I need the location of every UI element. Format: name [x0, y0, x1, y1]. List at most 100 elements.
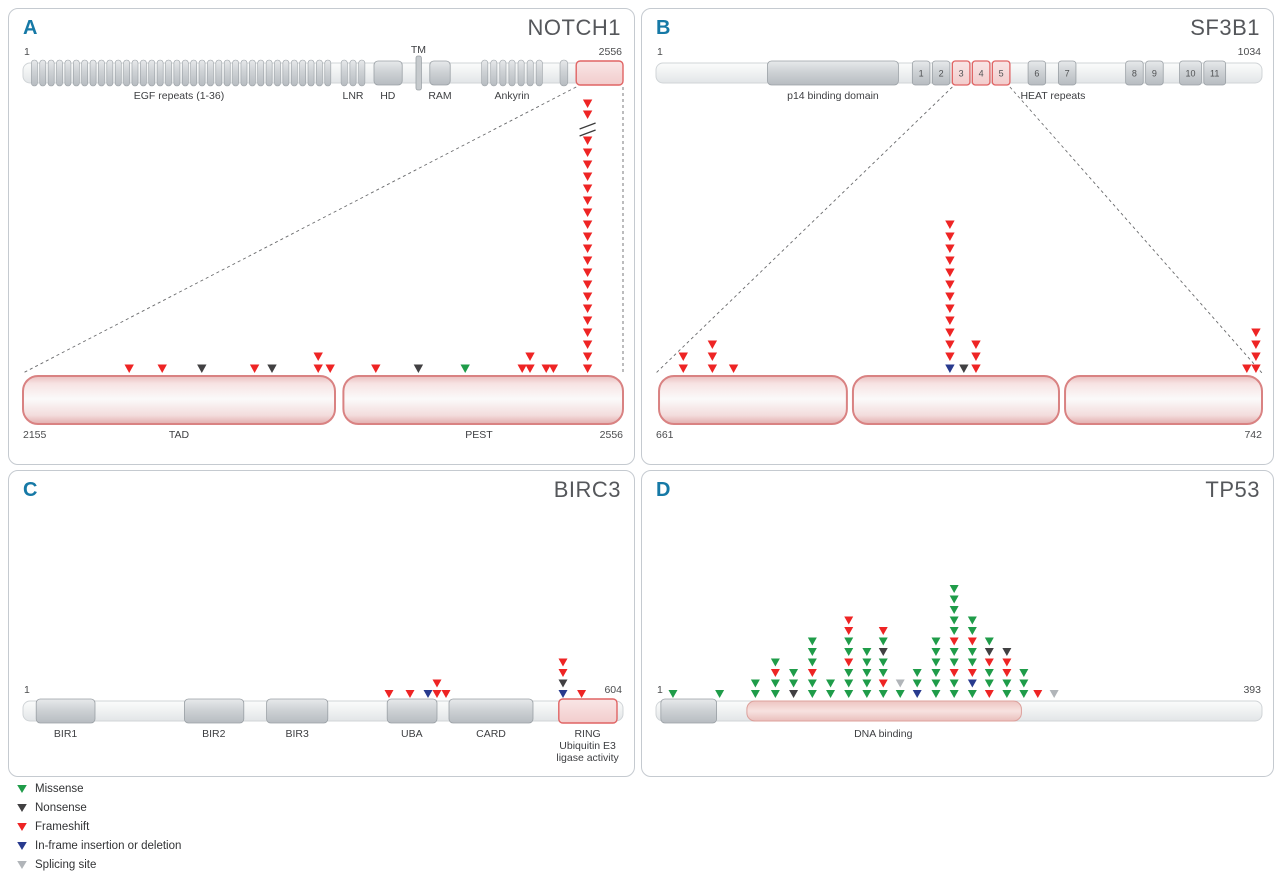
panel-letter-a: A	[23, 17, 38, 39]
heat-repeat-box	[1179, 60, 1202, 86]
notch1-diagram: 1 2556 EGF repeats (1-36) LNR HD TM RAM Ankyrin…	[22, 44, 624, 441]
legend-label: Missense	[35, 782, 84, 795]
repeat-pill	[282, 59, 290, 87]
mutation-marker	[984, 637, 994, 646]
mutation-marker	[582, 328, 593, 337]
mutation-marker	[844, 658, 854, 667]
mutation-marker	[878, 679, 888, 688]
start-coordinate: 1	[657, 46, 663, 58]
mutation-marker	[384, 690, 394, 698]
domain-label: EGF repeats (1-36)	[134, 90, 224, 102]
mutation-marker	[582, 160, 593, 169]
mutation-marker	[949, 669, 959, 677]
mutation-marker	[157, 364, 167, 373]
legend-label: In-frame insertion or deletion	[35, 839, 182, 852]
mutation-marker	[912, 679, 922, 688]
domain-label: TM	[411, 44, 426, 56]
repeat-pill	[173, 59, 181, 87]
mutation-marker	[971, 352, 981, 361]
mutation-marker	[895, 679, 905, 688]
repeat-pill	[207, 59, 214, 87]
mutation-marker	[862, 679, 872, 688]
repeat-pill	[349, 59, 357, 87]
mutation-marker	[945, 328, 955, 337]
repeat-pill	[165, 59, 172, 87]
zoom-region-box	[658, 375, 848, 425]
panel-notch1: 1 2556 EGF repeats (1-36) LNR HD TM RAM Ankyrin…	[8, 8, 635, 465]
zoom-start-coordinate: 2155	[23, 429, 47, 441]
mutation-marker	[949, 637, 959, 646]
mutation-marker	[582, 268, 593, 277]
tm-domain-bar	[415, 55, 422, 91]
domain-label: UBA	[401, 728, 423, 740]
mutation-marker	[971, 364, 981, 373]
mutation-marker	[770, 679, 780, 688]
repeat-pill	[98, 59, 105, 87]
heat-repeat-box	[1057, 60, 1077, 86]
mutation-marker	[1002, 679, 1012, 688]
end-coordinate: 393	[1243, 684, 1261, 696]
repeat-pill	[89, 59, 97, 87]
mutation-marker	[844, 669, 854, 677]
mutation-marker	[945, 364, 955, 373]
mutation-marker	[949, 648, 959, 656]
repeat-pill	[223, 59, 231, 87]
mutation-marker	[862, 658, 872, 667]
heat-repeat-number: 1	[919, 69, 924, 79]
zoom-region-box	[22, 375, 336, 425]
domain-box	[767, 60, 899, 86]
mutation-marker	[525, 352, 535, 361]
repeat-pill	[72, 59, 80, 87]
mutation-marker	[582, 364, 593, 373]
legend-label: Splicing site	[35, 858, 97, 871]
mutation-marker	[984, 690, 994, 698]
mutation-marker	[949, 616, 959, 625]
mutation-marker	[423, 690, 433, 698]
mutation-marker	[945, 340, 955, 349]
mutation-marker	[678, 352, 688, 361]
mutation-marker	[558, 669, 568, 677]
domain-label: LNR	[342, 90, 363, 102]
mutation-marker	[807, 690, 817, 698]
heat-repeat-number: 10	[1185, 69, 1195, 79]
domain-label: p14 binding domain	[787, 90, 879, 102]
mutation-marker	[971, 340, 981, 349]
mutation-marker	[707, 340, 718, 349]
mutation-marker	[912, 669, 922, 677]
mutation-marker	[984, 679, 994, 688]
repeat-pill	[64, 59, 72, 87]
panel-letter-d: D	[656, 479, 671, 501]
repeat-pill	[490, 59, 498, 87]
heat-repeat-number: 11	[1210, 69, 1219, 79]
heat-repeat-number: 4	[979, 69, 984, 79]
splicing-site-triangle-icon	[17, 860, 27, 869]
mutation-marker	[197, 364, 207, 373]
domain-label: DNA binding	[854, 728, 913, 740]
end-coordinate: 2556	[599, 46, 623, 58]
heat-repeat-number: 3	[959, 69, 964, 79]
mutation-marker	[895, 690, 905, 698]
mutation-marker	[878, 627, 888, 635]
mutation-marker	[525, 364, 535, 373]
mutation-marker	[826, 679, 836, 688]
mutation-marker	[517, 364, 527, 373]
mutation-marker	[582, 232, 593, 241]
panel-title-tp53: TP53	[1205, 477, 1260, 502]
mutation-marker	[770, 690, 780, 698]
mutation-marker	[582, 172, 593, 181]
heat-repeat-box	[911, 60, 931, 86]
mutation-marker	[945, 280, 955, 289]
mutation-marker	[728, 364, 739, 373]
heat-repeat-number: 5	[999, 69, 1004, 79]
mutation-marker	[949, 627, 959, 635]
repeat-pill	[324, 59, 332, 87]
mutation-marker	[441, 690, 451, 698]
mutation-marker	[844, 627, 854, 635]
repeat-pill	[114, 59, 122, 87]
highlighted-domain-box	[575, 60, 624, 86]
mutation-marker	[789, 679, 799, 688]
mutation-marker	[1002, 658, 1012, 667]
mutation-marker	[931, 690, 941, 698]
domain-sublabel: ligase activity	[556, 752, 619, 764]
